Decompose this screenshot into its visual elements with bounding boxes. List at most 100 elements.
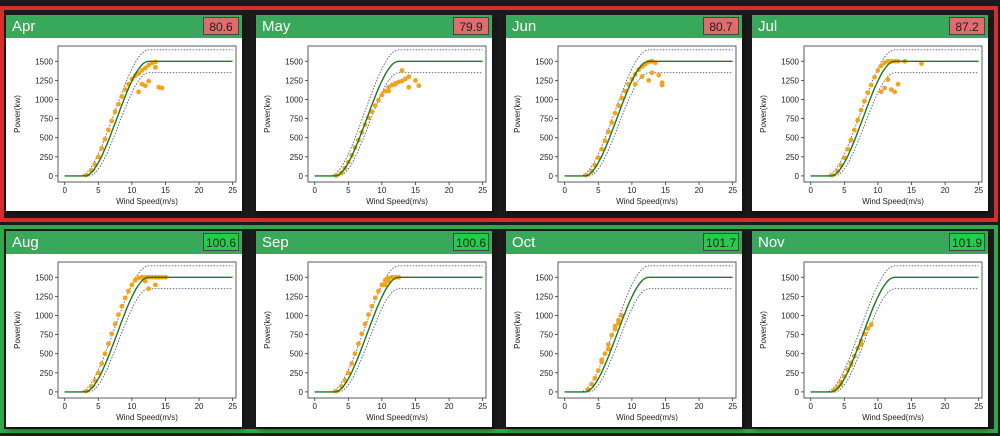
scatter-point xyxy=(369,303,375,309)
y-axis-label: Power(kw) xyxy=(513,95,522,133)
y-tick-label: 0 xyxy=(549,172,554,181)
x-tick-label: 5 xyxy=(346,186,351,195)
y-tick-label: 250 xyxy=(40,369,54,378)
scatter-point xyxy=(386,84,391,90)
x-tick-label: 25 xyxy=(974,402,983,411)
upper-limit-curve xyxy=(564,49,733,177)
y-tick-label: 1250 xyxy=(285,292,303,301)
upper-limit-curve xyxy=(810,49,979,177)
plot-frame xyxy=(803,261,983,399)
y-tick-label: 1500 xyxy=(285,57,303,66)
y-tick-label: 0 xyxy=(549,388,554,397)
lower-limit-curve xyxy=(64,72,233,177)
y-tick-label: 1250 xyxy=(535,292,553,301)
x-tick-label: 10 xyxy=(377,186,386,195)
scatter-point xyxy=(895,81,901,87)
scatter-point xyxy=(609,120,615,125)
scatter-point xyxy=(841,155,847,160)
reference-power-curve xyxy=(314,276,483,393)
x-tick-label: 0 xyxy=(62,402,67,411)
scatter-point xyxy=(403,76,408,82)
panel-header: Nov 101.9 xyxy=(752,231,988,254)
reference-power-curve xyxy=(64,276,233,393)
scatter-point xyxy=(592,375,598,381)
scatter-point xyxy=(379,282,385,288)
scatter-point xyxy=(852,127,857,133)
scatter-point xyxy=(602,351,608,357)
x-tick-label: 5 xyxy=(596,186,601,195)
plot-frame xyxy=(57,45,237,183)
x-tick-label: 5 xyxy=(96,402,101,411)
month-title: Jun xyxy=(512,18,537,35)
scatter-point xyxy=(352,351,358,357)
x-tick-label: 25 xyxy=(478,186,487,195)
scatter-point xyxy=(386,88,391,94)
performance-badge: 101.7 xyxy=(703,233,739,251)
scatter-point xyxy=(122,87,128,92)
scatter-point xyxy=(119,303,125,309)
y-tick-label: 250 xyxy=(786,153,800,162)
scatter-point xyxy=(139,274,145,280)
y-tick-label: 250 xyxy=(40,153,54,162)
y-tick-label: 0 xyxy=(299,388,304,397)
scatter-point xyxy=(129,282,135,288)
x-tick-label: 0 xyxy=(312,186,317,195)
y-tick-label: 500 xyxy=(540,350,554,359)
scatter-point xyxy=(136,71,142,76)
month-title: Sep xyxy=(262,234,289,251)
x-tick-label: 15 xyxy=(907,402,916,411)
scatter-point xyxy=(142,83,148,89)
scatter-point xyxy=(379,92,385,98)
performance-badge: 100.6 xyxy=(453,233,489,251)
scatter-point xyxy=(132,277,138,283)
x-tick-label: 20 xyxy=(195,402,204,411)
x-axis-label: Wind Speed(m/s) xyxy=(116,413,178,422)
y-tick-label: 750 xyxy=(40,331,54,340)
y-tick-label: 0 xyxy=(299,172,304,181)
scatter-point xyxy=(372,295,378,301)
x-tick-label: 20 xyxy=(445,186,454,195)
panel-aug: Aug 100.6 0 5 10 15 20 25 0 250 500 750 1000 1250 1500… xyxy=(6,231,242,427)
x-tick-label: 25 xyxy=(728,402,737,411)
y-tick-label: 750 xyxy=(290,331,304,340)
x-tick-label: 15 xyxy=(661,186,670,195)
scatter-point xyxy=(649,70,655,76)
month-title: Nov xyxy=(758,234,785,251)
x-tick-label: 0 xyxy=(808,186,813,195)
panel-header: May 79.9 xyxy=(256,15,492,38)
scatter-point xyxy=(606,342,611,347)
x-tick-label: 10 xyxy=(127,186,136,195)
lower-limit-curve xyxy=(564,72,733,177)
y-axis-label: Power(kw) xyxy=(759,95,768,133)
x-tick-label: 20 xyxy=(941,186,950,195)
upper-limit-curve xyxy=(314,49,483,177)
scatter-point xyxy=(862,98,867,104)
x-tick-label: 10 xyxy=(127,402,136,411)
plot-frame xyxy=(307,261,487,399)
y-tick-label: 750 xyxy=(540,331,554,340)
panel-may: May 79.9 0 5 10 15 20 25 0 250 500 750 1000 1250 1500 W… xyxy=(256,15,492,211)
scatter-point xyxy=(878,89,884,95)
scatter-point xyxy=(95,154,101,160)
scatter-point xyxy=(606,129,611,134)
reference-power-curve xyxy=(64,60,233,177)
scatter-point xyxy=(848,137,854,143)
reference-power-curve xyxy=(564,276,733,393)
x-tick-label: 20 xyxy=(195,186,204,195)
x-axis-label: Wind Speed(m/s) xyxy=(862,413,924,422)
scatter-point xyxy=(126,288,131,294)
scatter-point xyxy=(366,312,371,318)
scatter-point xyxy=(376,97,381,103)
y-tick-label: 0 xyxy=(49,388,54,397)
scatter-point xyxy=(122,295,128,301)
y-tick-label: 1000 xyxy=(285,95,303,104)
y-tick-label: 500 xyxy=(540,134,554,143)
y-tick-label: 1250 xyxy=(781,292,799,301)
x-axis-label: Wind Speed(m/s) xyxy=(616,413,678,422)
upper-limit-curve xyxy=(64,265,233,393)
panel-nov: Nov 101.9 0 5 10 15 20 25 0 250 500 750 1000 1250 1500… xyxy=(752,231,988,427)
y-tick-label: 1250 xyxy=(781,76,799,85)
